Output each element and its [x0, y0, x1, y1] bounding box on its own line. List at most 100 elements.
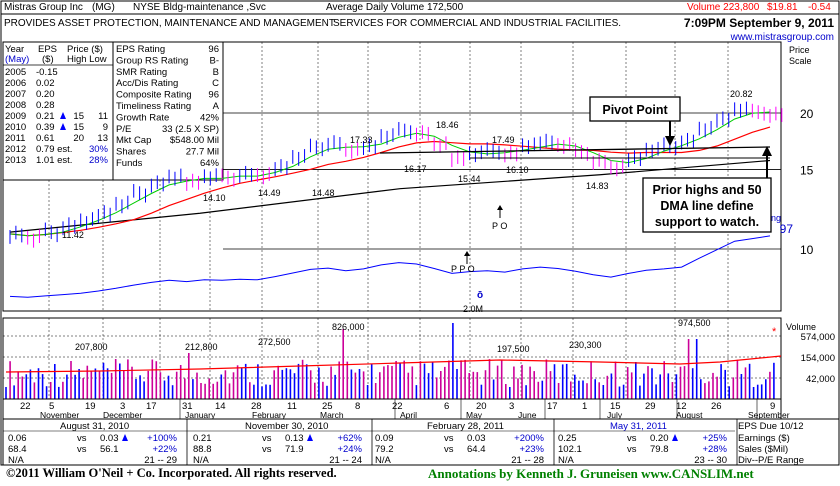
- quarter-sales-change: +28%: [702, 444, 727, 455]
- price-labels: 11.42 14.10 14.49 14.48 17.33 16.17 18.46 15.44…: [62, 89, 753, 240]
- x-month-label: May: [466, 410, 483, 420]
- price-tick-label: 20: [800, 107, 814, 121]
- x-month-label: August: [676, 410, 703, 420]
- eps-year: 2006: [5, 78, 26, 89]
- x-day-label: 12: [676, 401, 687, 412]
- rating-value: B: [213, 67, 219, 78]
- eps-year: 2007: [5, 89, 26, 100]
- annotations-credit: Annotations by Kenneth J. Gruneisen www.…: [428, 466, 754, 481]
- rating-label: Group RS Rating: [116, 55, 188, 66]
- vs-label: vs: [444, 433, 454, 444]
- eps-table: Year EPS Price ($) (May) ($) High Low 20…: [3, 44, 113, 166]
- svg-text:DMA line define: DMA line define: [660, 199, 753, 213]
- ma50-line: [9, 126, 771, 237]
- price-tick-label: 10: [800, 243, 814, 257]
- eps-up-arrow-icon: [672, 434, 678, 441]
- quarter-sales: 88.8: [193, 444, 212, 455]
- earnings-table: [2, 418, 840, 466]
- rating-label: SMR Rating: [116, 67, 167, 78]
- quarter-eps: 0.06: [8, 433, 27, 444]
- price-label: 16.17: [404, 164, 427, 174]
- x-month-label: June: [518, 410, 537, 420]
- rating-label: Timeliness Rating: [116, 101, 191, 112]
- rating-value: 42%: [200, 112, 220, 123]
- volume-label: 207,800: [75, 342, 108, 352]
- x-day-label: 8: [355, 401, 360, 412]
- rating-value: $548.00 Mil: [170, 135, 219, 146]
- eps-value: -0.15: [36, 67, 58, 78]
- eps-due: EPS Due 10/12: [738, 421, 804, 432]
- quarter-na: N/A: [193, 455, 210, 466]
- quarter-period: August 31, 2010: [60, 421, 129, 432]
- ticker-symbol: (MG): [92, 2, 115, 13]
- exchange: NYSE: [133, 2, 161, 13]
- rating-value: 96: [208, 90, 219, 101]
- rating-value: B-: [210, 55, 220, 66]
- quarter-eps: 0.09: [375, 433, 394, 444]
- rating-value: C: [212, 78, 219, 89]
- earnings-marker-icon: ō: [477, 290, 483, 301]
- company-url[interactable]: www.mistrasgroup.com: [730, 32, 834, 43]
- quarter-sales-change: +23%: [519, 444, 544, 455]
- quarter-eps-change: +62%: [337, 433, 362, 444]
- quarter-pe-range: 23 -- 30: [694, 455, 727, 466]
- volume-axis: 574,000 154,000 42,000: [801, 332, 835, 385]
- x-day-label: 3: [120, 401, 125, 412]
- vs-label: vs: [627, 433, 637, 444]
- eps-low: 9: [103, 122, 108, 133]
- volume-tick-label: 574,000: [801, 332, 835, 343]
- description-right: SERVICES FOR COMMERCIAL AND INDUSTRIAL F…: [333, 18, 621, 29]
- quarter-period: November 30, 2010: [245, 421, 328, 432]
- price-label: 11.42: [62, 230, 84, 240]
- rating-label: EPS Rating: [116, 44, 165, 55]
- x-month-label: February: [252, 410, 287, 420]
- rating-label: Mkt Cap: [116, 135, 151, 146]
- quarter-sales: 102.1: [558, 444, 582, 455]
- company-name: Mistras Group Inc: [4, 2, 83, 13]
- x-month-label: March: [320, 410, 344, 420]
- quarter-pe-range: 21 -- 29: [144, 455, 177, 466]
- x-day-label: 11: [287, 401, 297, 412]
- price-label: 18.46: [436, 120, 459, 130]
- x-axis: 22 5 19 3 17 31 14 28 11 25 8 22 6 20 3 17 1 15 29 12 26 9 Nov…: [20, 399, 790, 420]
- x-month-label: January: [185, 410, 216, 420]
- volume-label: 272,500: [258, 337, 291, 347]
- quarter-pe-range: 21 -- 28: [511, 455, 544, 466]
- current-volume: Volume 223,800: [687, 2, 760, 13]
- ratings-box: [112, 41, 224, 181]
- x-month-label: April: [400, 410, 417, 420]
- eps-year: 2012: [5, 144, 26, 155]
- volume-label: 197,500: [497, 344, 530, 354]
- eps-value: 0.02: [36, 78, 55, 89]
- x-day-label: 25: [322, 401, 333, 412]
- rating-label: Growth Rate: [116, 112, 169, 123]
- x-day-label: 22: [392, 401, 403, 412]
- x-day-label: 29: [645, 401, 656, 412]
- ma-polyline: [9, 126, 771, 237]
- quarter-eps-change: +100%: [147, 433, 177, 444]
- price-tick-label: 15: [800, 163, 814, 177]
- eps-up-arrow-icon: [60, 112, 66, 119]
- eps-low: 11: [98, 111, 108, 122]
- volume-overflow-label: 2.0M: [463, 304, 483, 314]
- quarter-prev-eps: 0.03: [467, 433, 486, 444]
- eps-up-arrow-icon: [60, 123, 66, 130]
- rating-value: 96: [208, 44, 219, 55]
- volume-ma-line: [5, 355, 782, 373]
- quarter-prev-sales: 64.4: [467, 444, 486, 455]
- quarter-eps: 0.21: [193, 433, 212, 444]
- volume-label: 974,500: [678, 318, 711, 328]
- x-day-label: 14: [215, 401, 226, 412]
- x-day-label: 15: [610, 401, 621, 412]
- rating-value: 64%: [200, 158, 220, 169]
- eps-year: 2005: [5, 67, 26, 78]
- support-callout: Prior highs and 50 DMA line define suppo…: [642, 146, 772, 233]
- volume-tick-label: 154,000: [801, 353, 835, 364]
- eps-high: 30%: [89, 144, 109, 155]
- svg-text:($): ($): [42, 54, 54, 65]
- quarter-sales: 68.4: [8, 444, 27, 455]
- svg-text:support to watch.: support to watch.: [655, 215, 759, 229]
- svg-text:Year: Year: [5, 44, 24, 55]
- description-left: PROVIDES ASSET PROTECTION, MAINTENANCE A…: [4, 18, 335, 29]
- price-bars: [9, 101, 783, 248]
